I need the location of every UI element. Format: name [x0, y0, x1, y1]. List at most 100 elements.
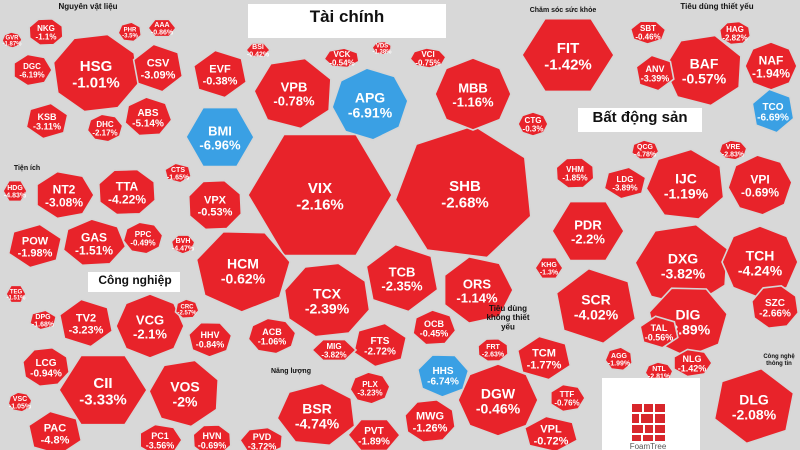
cell-shape-mig[interactable] [310, 338, 358, 362]
cell-shape-khg[interactable] [534, 256, 564, 280]
cell-shape-szc[interactable] [750, 284, 800, 330]
cell-sbt[interactable]: SBT-0.46% [629, 20, 667, 45]
cell-vci[interactable]: VCI-0.75% [409, 47, 447, 69]
cell-mwg[interactable]: MWG-1.26% [404, 398, 456, 444]
cell-shape-hvn[interactable] [192, 424, 232, 450]
cell-shape-vpi[interactable] [727, 154, 793, 216]
cell-shape-fit[interactable] [521, 17, 615, 93]
cell-abs[interactable]: ABS-5.14% [124, 96, 173, 137]
cell-shape-phr[interactable] [117, 21, 143, 43]
cell-dpg[interactable]: DPG-1.68% [28, 309, 58, 331]
cell-frt[interactable]: FRT-2.63% [477, 337, 509, 363]
cell-vpl[interactable]: VPL-0.72% [523, 415, 579, 450]
cell-shape-hhs[interactable] [416, 354, 470, 398]
cell-mbb[interactable]: MBB-1.16% [434, 57, 512, 131]
cell-vsc[interactable]: VSC-1.05% [7, 391, 33, 413]
cell-shape-hcm[interactable] [195, 230, 291, 313]
cell-shape-bvh[interactable] [170, 234, 196, 255]
cell-hcm[interactable]: HCM-0.62% [195, 230, 291, 313]
cell-hsg[interactable]: HSG-1.01% [52, 33, 140, 113]
cell-szc[interactable]: SZC-2.66% [750, 284, 800, 330]
cell-ijc[interactable]: IJC-1.19% [645, 148, 725, 220]
cell-pvt[interactable]: PVT-1.89% [346, 418, 402, 450]
cell-agg[interactable]: AGG-1.99% [604, 346, 634, 372]
cell-shape-acb[interactable] [247, 317, 297, 355]
cell-shape-pc1[interactable] [139, 423, 183, 450]
cell-shape-vds[interactable] [371, 40, 393, 56]
cell-shape-vcg[interactable] [115, 293, 185, 359]
cell-ctg[interactable]: CTG-0.3% [517, 111, 549, 137]
cell-bvh[interactable]: BVH-4.47% [170, 234, 196, 255]
cell-shape-qcg[interactable] [630, 139, 660, 161]
cell-fts[interactable]: FTS-2.72% [352, 322, 408, 368]
cell-scr[interactable]: SCR-4.02% [555, 267, 637, 345]
cell-ksb[interactable]: KSB-3.11% [25, 102, 69, 140]
cell-pc1[interactable]: PC1-3.56% [139, 423, 183, 450]
cell-shape-ppc[interactable] [122, 221, 164, 255]
cell-tco[interactable]: TCO-6.69% [751, 88, 795, 134]
cell-ocb[interactable]: OCB-0.45% [412, 309, 457, 346]
cell-shape-tal[interactable] [639, 315, 679, 349]
cell-pvd[interactable]: PVD-3.72% [238, 426, 284, 450]
cell-shape-ocb[interactable] [412, 309, 457, 346]
cell-shape-pow[interactable] [7, 223, 63, 269]
cell-shape-vck[interactable] [323, 47, 360, 69]
cell-shape-bsr[interactable] [276, 382, 356, 447]
cell-tcx[interactable]: TCX-2.39% [283, 262, 371, 338]
cell-shape-lcg[interactable] [21, 346, 71, 388]
cell-shape-sbt[interactable] [629, 20, 667, 45]
cell-vpi[interactable]: VPI-0.69% [727, 154, 793, 216]
cell-shape-hhv[interactable] [187, 321, 233, 358]
cell-hhs[interactable]: HHS-6.74% [416, 354, 470, 398]
cell-shape-bsi[interactable] [244, 42, 272, 58]
cell-dhc[interactable]: DHC-2.17% [86, 113, 124, 143]
cell-acb[interactable]: ACB-1.06% [247, 317, 297, 355]
cell-shape-tta[interactable] [97, 168, 157, 216]
cell-shape-bmi[interactable] [185, 106, 255, 168]
cell-shape-pvt[interactable] [346, 418, 402, 450]
cell-dlg[interactable]: DLG-2.08% [713, 367, 795, 445]
cell-tcb[interactable]: TCB-2.35% [365, 243, 439, 313]
cell-shape-ijc[interactable] [645, 148, 725, 220]
cell-shape-vre[interactable] [718, 139, 748, 161]
cell-nt2[interactable]: NT2-3.08% [36, 170, 95, 220]
cell-shape-mwg[interactable] [404, 398, 456, 444]
cell-vre[interactable]: VRE-2.83% [718, 139, 748, 161]
cell-hhv[interactable]: HHV-0.84% [187, 321, 233, 358]
cell-shape-ctg[interactable] [517, 111, 549, 137]
cell-vos[interactable]: VOS-2% [148, 359, 220, 428]
cell-evf[interactable]: EVF-0.38% [192, 49, 248, 99]
cell-shape-vci[interactable] [409, 47, 447, 69]
cell-shape-crc[interactable] [174, 298, 200, 320]
cell-phr[interactable]: PHR-3.5% [117, 21, 143, 43]
cell-shape-tcx[interactable] [283, 262, 371, 338]
cell-hag[interactable]: HAG-2.82% [718, 20, 752, 46]
cell-shape-pdr[interactable] [551, 200, 625, 262]
cell-shape-naf[interactable] [744, 41, 798, 91]
cell-shape-dxg[interactable] [634, 223, 729, 308]
cell-shape-anv[interactable] [635, 54, 675, 92]
cell-shape-agg[interactable] [604, 346, 634, 372]
cell-shape-cts[interactable] [163, 162, 193, 184]
cell-shape-hdg[interactable] [2, 179, 28, 203]
cell-fit[interactable]: FIT-1.42% [521, 17, 615, 93]
cell-shape-aaa[interactable] [146, 18, 178, 38]
cell-shape-mbb[interactable] [434, 57, 512, 131]
cell-shape-nlg[interactable] [673, 348, 713, 378]
cell-shape-ors[interactable] [443, 256, 514, 324]
cell-shape-tcb[interactable] [365, 243, 439, 313]
cell-crc[interactable]: CRC-2.57% [174, 298, 200, 320]
cell-cts[interactable]: CTS-1.65% [163, 162, 193, 184]
cell-shape-plx[interactable] [349, 371, 391, 405]
cell-shape-evf[interactable] [192, 49, 248, 99]
cell-baf[interactable]: BAF-0.57% [663, 34, 742, 107]
cell-tch[interactable]: TCH-4.24% [721, 225, 799, 299]
cell-bsr[interactable]: BSR-4.74% [276, 382, 356, 447]
cell-shape-pac[interactable] [27, 410, 83, 450]
cell-shape-apg[interactable] [331, 67, 409, 141]
cell-shape-teg[interactable] [5, 284, 27, 304]
cell-shape-vsc[interactable] [7, 391, 33, 413]
cell-shape-ttf[interactable] [549, 383, 586, 413]
cell-pdr[interactable]: PDR-2.2% [551, 200, 625, 262]
cell-csv[interactable]: CSV-3.09% [132, 43, 184, 93]
